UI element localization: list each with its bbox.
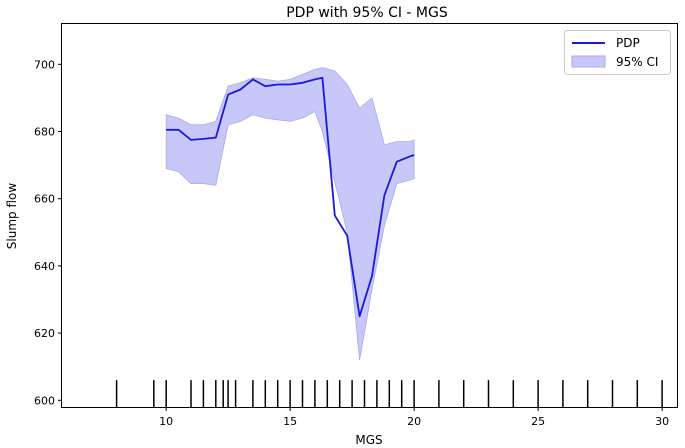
plot-area xyxy=(115,67,663,407)
x-tick-label: 20 xyxy=(407,415,421,428)
y-tick-label: 680 xyxy=(34,126,55,139)
x-tick-label: 10 xyxy=(159,415,173,428)
legend: PDP 95% CI xyxy=(564,30,671,75)
y-tick-label: 600 xyxy=(34,394,55,407)
y-tick-label: 700 xyxy=(34,58,55,71)
pdp-line xyxy=(166,76,415,318)
legend-pdp-label: PDP xyxy=(616,36,640,50)
plot-frame xyxy=(61,23,678,408)
x-tick-label: 30 xyxy=(655,415,669,428)
x-axis: 10 15 20 25 30 xyxy=(159,407,669,428)
ci-band xyxy=(165,67,415,361)
y-tick-label: 640 xyxy=(34,260,55,273)
legend-ci-swatch xyxy=(571,55,606,68)
y-tick-label: 660 xyxy=(34,193,55,206)
x-tick-label: 15 xyxy=(283,415,297,428)
y-axis: 600 620 640 660 680 700 xyxy=(34,58,62,407)
chart-title: PDP with 95% CI - MGS xyxy=(286,5,448,21)
y-tick-label: 620 xyxy=(34,327,55,340)
y-axis-label: Slump flow xyxy=(5,183,19,250)
x-tick-label: 25 xyxy=(531,415,545,428)
legend-ci-label: 95% CI xyxy=(616,55,658,69)
x-axis-label: MGS xyxy=(355,433,382,447)
